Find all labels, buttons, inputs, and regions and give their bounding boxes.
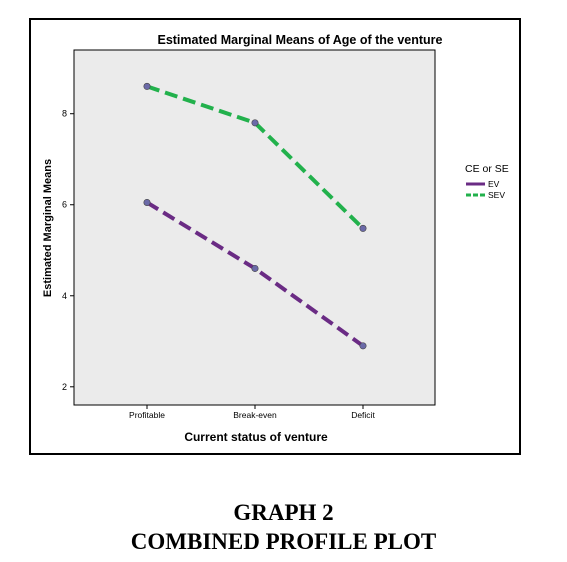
x-axis-label: Current status of venture bbox=[184, 430, 328, 444]
y-tick-label: 6 bbox=[62, 200, 67, 210]
y-tick-label: 4 bbox=[62, 291, 67, 301]
series-layer bbox=[143, 82, 367, 350]
y-tick-label: 2 bbox=[62, 382, 67, 392]
x-axis-ticks: Profitable Break-even Deficit bbox=[129, 405, 375, 420]
x-tick-label: Break-even bbox=[233, 410, 277, 420]
x-tick-label: Deficit bbox=[351, 410, 375, 420]
y-tick-label: 8 bbox=[62, 109, 67, 119]
y-axis-ticks: 2 4 6 8 bbox=[62, 109, 74, 392]
data-point-sev bbox=[251, 119, 259, 127]
figure-caption-subtitle: COMBINED PROFILE PLOT bbox=[130, 529, 437, 554]
legend-label-sev: SEV bbox=[488, 190, 505, 200]
legend-label-ev: EV bbox=[488, 179, 500, 189]
data-point-ev bbox=[359, 342, 367, 350]
plot-area bbox=[73, 49, 436, 406]
chart-title: Estimated Marginal Means of Age of the v… bbox=[157, 33, 442, 47]
data-point-ev bbox=[251, 264, 259, 272]
series-line-sev bbox=[146, 84, 365, 230]
y-axis-label: Estimated Marginal Means bbox=[42, 159, 54, 297]
data-point-ev bbox=[143, 198, 151, 206]
figure-caption-title: GRAPH 2 bbox=[233, 500, 334, 525]
data-point-sev bbox=[143, 82, 151, 90]
data-point-sev bbox=[359, 224, 367, 232]
legend-title: CE or SE bbox=[465, 163, 509, 175]
x-tick-label: Profitable bbox=[129, 410, 165, 420]
profile-plot: Estimated Marginal Means of Age of the v… bbox=[42, 33, 509, 444]
